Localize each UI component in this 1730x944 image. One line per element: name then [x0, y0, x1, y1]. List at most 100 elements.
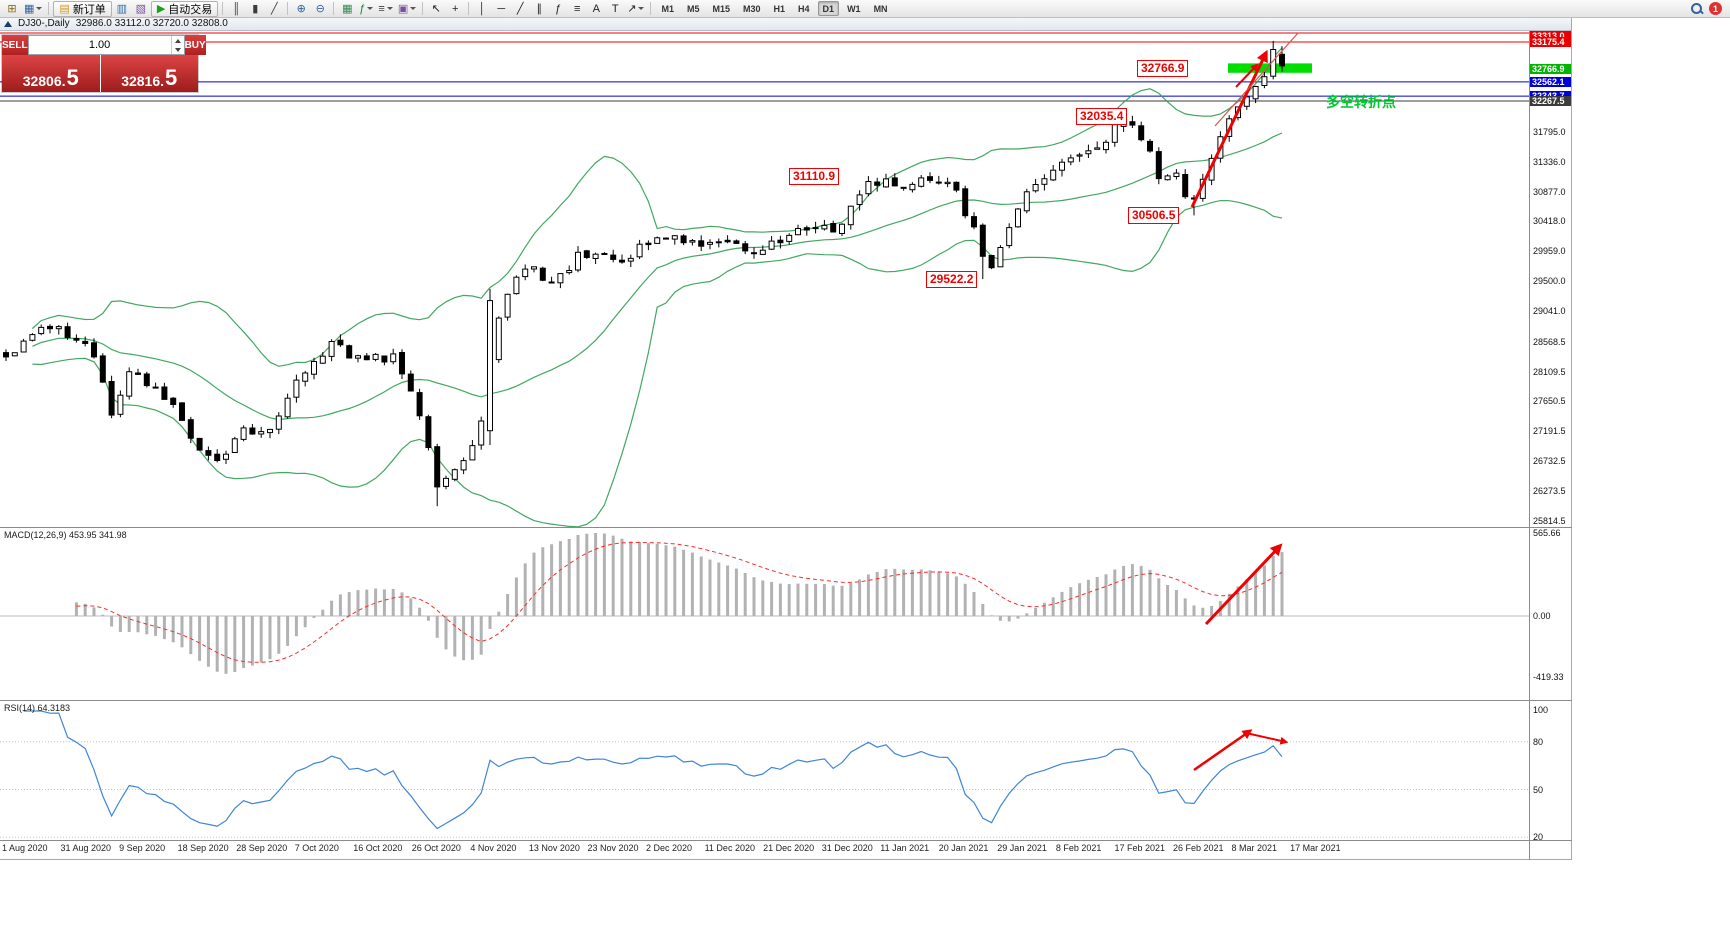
drawn-arrows[interactable] — [1190, 32, 1299, 772]
timeframe-M5[interactable]: M5 — [686, 3, 700, 14]
equidistant-channel-icon[interactable]: ∥ — [536, 2, 542, 15]
turning-point-note[interactable]: 多空转折点 — [1326, 94, 1396, 110]
chart-window: DJ30-,Daily 32986.0 33112.0 32720.0 3280… — [0, 18, 1572, 860]
text-icon[interactable]: A — [592, 2, 600, 15]
macd-axis-label: 565.66 — [1533, 528, 1561, 538]
rsi-axis-label: 20 — [1533, 832, 1544, 843]
bar-chart-icon[interactable]: ║ — [232, 2, 241, 15]
timeframe-M1[interactable]: M1 — [661, 3, 674, 14]
rsi-axis-label: 80 — [1533, 736, 1544, 747]
small-arrow-rsi — [1245, 732, 1289, 745]
time-axis-label: 4 Nov 2020 — [470, 843, 517, 853]
chart-icon — [4, 21, 12, 27]
toolbar-separator — [422, 2, 424, 15]
toolbar-separator — [222, 2, 224, 15]
time-axis-label: 17 Mar 2021 — [1290, 843, 1341, 853]
crosshair-icon[interactable]: + — [452, 2, 459, 15]
panel-separators[interactable] — [0, 31, 1572, 860]
buy-price-button[interactable]: 32816. 5 — [100, 55, 198, 92]
buy-button[interactable]: BUY — [184, 35, 206, 55]
play-icon: ▶ — [156, 3, 166, 15]
price-annotation[interactable]: 32766.9 — [1137, 60, 1189, 77]
sell-button[interactable]: SELL — [2, 35, 28, 55]
price-chart[interactable] — [0, 31, 1572, 860]
rsi-label: RSI(14) 64.3183 — [4, 703, 71, 713]
volume-up-icon[interactable] — [172, 36, 184, 45]
auto-trading-button[interactable]: ▶ 自动交易 — [150, 0, 219, 17]
candlestick-icon[interactable]: ▮ — [252, 2, 259, 15]
trend-arrow-main — [1190, 49, 1268, 208]
tile-windows-icon[interactable]: ▦ — [342, 2, 353, 15]
price-annotation[interactable]: 29522.2 — [926, 271, 978, 289]
time-axis-label: 28 Sep 2020 — [236, 843, 288, 853]
price-grid-label: 31795.0 — [1533, 126, 1566, 137]
small-arrow-main — [1235, 63, 1259, 88]
arrows-icon[interactable]: ↗ — [625, 1, 646, 17]
timeframe-MN[interactable]: MN — [873, 3, 888, 14]
macd-axis-label: 0.00 — [1533, 611, 1551, 621]
periods-icon[interactable]: ≡ — [376, 1, 394, 17]
timeframe-H4[interactable]: H4 — [798, 3, 810, 14]
shapes-icon[interactable]: ≡ — [574, 2, 581, 15]
toolbar-right: 1 — [1690, 2, 1727, 16]
timeframe-W1[interactable]: W1 — [847, 3, 861, 14]
price-annotation[interactable]: 31110.9 — [789, 167, 840, 185]
search-icon[interactable] — [1690, 2, 1704, 16]
price-annotation[interactable]: 30506.5 — [1128, 207, 1180, 225]
market-watch-icon[interactable]: ▥ — [116, 2, 128, 15]
new-order-button[interactable]: ▤ 新订单 — [53, 0, 112, 17]
toolbar-separator — [650, 2, 652, 15]
alert-badge[interactable]: 1 — [1709, 2, 1722, 15]
zoom-out-icon[interactable]: ⊖ — [315, 2, 325, 15]
time-axis-label: 17 Feb 2021 — [1114, 843, 1166, 853]
indicators-icon[interactable]: ƒ — [357, 1, 375, 17]
toolbar-separator — [287, 2, 289, 15]
toolbar-separator — [48, 2, 50, 15]
timeframe-M30[interactable]: M30 — [743, 3, 761, 14]
dropdown-caret-icon — [367, 7, 374, 10]
timeframe-D1[interactable]: D1 — [817, 1, 840, 16]
price-annotation[interactable]: 32035.4 — [1076, 107, 1128, 125]
navigator-icon[interactable]: ▧ — [135, 2, 147, 15]
fibonacci-icon[interactable]: ƒ — [555, 2, 562, 15]
templates-icon[interactable]: ▣ — [396, 1, 418, 17]
trendline-icon[interactable]: ╱ — [516, 2, 524, 15]
volume-input[interactable] — [28, 36, 171, 54]
horizontal-lines[interactable] — [0, 32, 1529, 102]
time-axis-label: 31 Aug 2020 — [60, 843, 112, 853]
price-grid-label: 30877.0 — [1533, 186, 1566, 197]
macd-axis-label: -419.33 — [1533, 672, 1564, 682]
price-grid-label: 25814.5 — [1533, 515, 1566, 526]
main-toolbar: ⊞ ▦ ▤ 新订单 ▥ ▧ ▶ 自动交易 ║ ▮ ╱ ⊕ ⊖ ▦ ƒ ≡ ▣ ↖ + │ ─ ╱ ∥ ƒ ≡ A T ↗ M1 M5 M15… — [0, 0, 1730, 18]
timeframe-M15[interactable]: M15 — [712, 3, 730, 14]
price-line-badge: 32267.5 — [1530, 96, 1571, 106]
vertical-line-icon[interactable]: │ — [478, 2, 486, 15]
dropdown-caret-icon — [386, 7, 393, 10]
price-grid-label: 28109.5 — [1533, 366, 1566, 377]
trend-arrow-rsi — [1193, 729, 1253, 772]
time-axis-label: 9 Sep 2020 — [119, 843, 166, 853]
dropdown-caret-icon — [638, 7, 645, 10]
macd-panel — [0, 533, 1529, 674]
candles-layer — [3, 41, 1285, 507]
toolbar-separator — [333, 2, 335, 15]
supply-zone[interactable] — [1228, 63, 1312, 73]
horizontal-line-icon[interactable]: ─ — [497, 2, 506, 15]
timeframe-H1[interactable]: H1 — [773, 3, 786, 14]
rsi-panel — [0, 710, 1529, 838]
cursor-icon[interactable]: ↖ — [431, 2, 441, 15]
time-axis-label: 16 Oct 2020 — [353, 843, 403, 853]
volume-spinner — [170, 36, 184, 54]
sell-price-button[interactable]: 32806. 5 — [2, 55, 100, 92]
zoom-in-icon[interactable]: ⊕ — [296, 2, 306, 15]
time-axis-label: 8 Mar 2021 — [1231, 843, 1278, 853]
chart-titlebar[interactable]: DJ30-,Daily 32986.0 33112.0 32720.0 3280… — [0, 18, 1571, 31]
volume-down-icon[interactable] — [172, 45, 184, 54]
line-chart-icon[interactable]: ╱ — [270, 2, 278, 15]
new-chart-icon[interactable]: ⊞ — [7, 2, 17, 15]
trendline — [1214, 32, 1299, 127]
text-label-icon[interactable]: T — [611, 2, 619, 15]
price-grid-label: 30418.0 — [1533, 216, 1566, 227]
price-grid-label: 26732.5 — [1533, 456, 1566, 467]
profiles-icon[interactable]: ▦ — [22, 1, 44, 17]
